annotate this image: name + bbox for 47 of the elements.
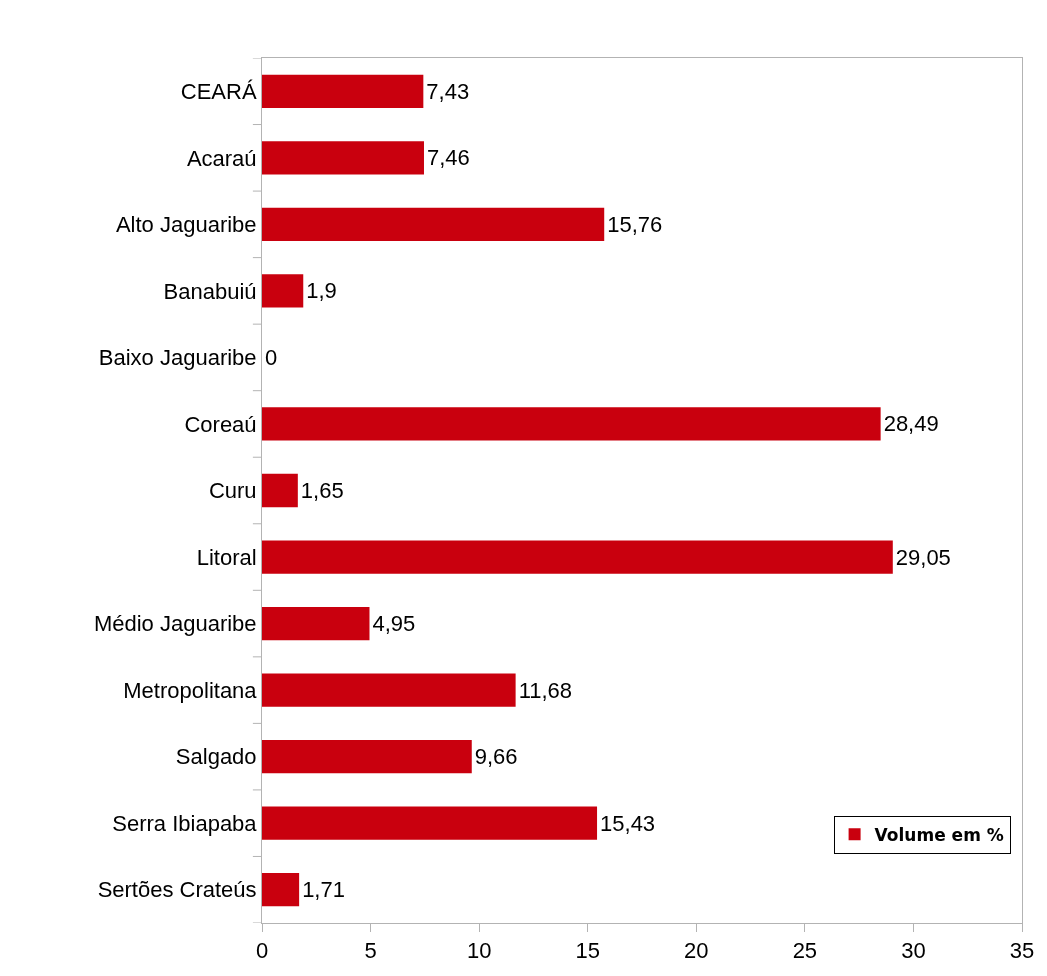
data-label: 1,71 [302, 877, 345, 903]
data-label: 11,68 [518, 677, 573, 703]
bar [262, 873, 300, 907]
y-tick-label: Litoral [196, 544, 257, 570]
y-tick-label: Alto Jaguaribe [115, 212, 257, 238]
legend-label: Volume em % [874, 824, 1004, 845]
y-tick-label: Metropolitana [123, 677, 258, 703]
bar [262, 540, 893, 574]
x-tick-label: 35 [1009, 938, 1035, 964]
y-tick-label: Curu [208, 478, 257, 504]
y-tick-label: Coreaú [184, 411, 257, 437]
x-tick-label: 5 [364, 938, 377, 964]
bar [262, 407, 881, 441]
data-label: 7,46 [426, 145, 470, 171]
y-tick-label: Banabuiú [163, 278, 257, 304]
y-tick-label: Baixo Jaguaribe [98, 345, 257, 371]
y-tick-label: Sertões Crateús [97, 877, 257, 903]
data-label: 29,05 [895, 544, 951, 570]
bar [262, 606, 370, 641]
x-tick-label: 20 [684, 938, 709, 964]
y-tick-label: Salgado [175, 744, 257, 770]
data-label: 0 [265, 344, 278, 370]
data-label: 28,49 [883, 411, 939, 437]
data-label: 1,9 [306, 278, 337, 304]
data-label: 1,65 [300, 478, 344, 503]
bar [262, 207, 605, 241]
y-tick-label: CEARÁ [180, 78, 257, 104]
bar [262, 274, 304, 308]
data-label: 7,43 [426, 78, 470, 104]
data-label: 9,66 [474, 744, 518, 770]
data-label: 15,76 [607, 211, 663, 237]
data-label: 15,43 [600, 810, 656, 836]
x-tick-label: 30 [901, 938, 926, 964]
x-tick-label: 0 [255, 938, 269, 964]
bar [262, 740, 472, 774]
bar [262, 74, 424, 108]
x-tick-label: 10 [466, 938, 492, 964]
bar [262, 473, 298, 508]
y-tick-label: Acaraú [186, 145, 257, 171]
bar [262, 806, 598, 840]
y-tick-label: Médio Jaguaribe [93, 611, 257, 637]
data-label: 4,95 [372, 611, 416, 637]
bar [262, 141, 424, 175]
x-tick-label: 15 [575, 938, 600, 964]
bar [262, 673, 516, 707]
x-tick-label: 25 [792, 938, 818, 964]
y-tick-label: Serra Ibiapaba [112, 810, 258, 836]
